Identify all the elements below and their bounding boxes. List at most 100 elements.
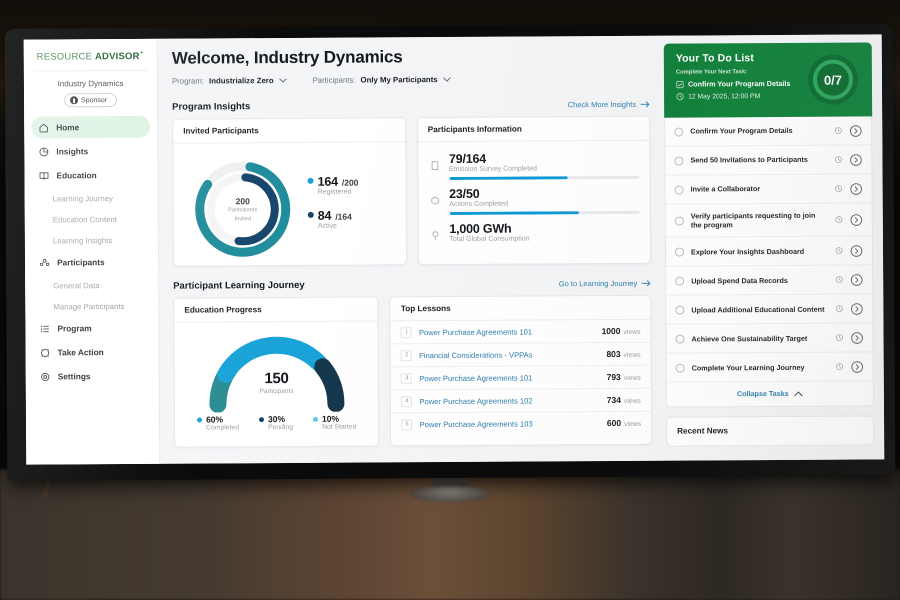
sidebar-item-program[interactable]: Program <box>32 317 151 340</box>
sidebar-subitem-learning-insights[interactable]: Learning Insights <box>32 230 151 252</box>
info-value: 23/50 <box>449 186 480 202</box>
gauge-legend-item: 60% Completed <box>197 414 239 431</box>
chevron-right-button-icon[interactable] <box>850 302 863 315</box>
filter-program[interactable]: Program: Industrialize Zero <box>172 76 287 86</box>
coin-icon <box>69 96 79 105</box>
learning-journey-section: Participant Learning Journey Go to Learn… <box>173 278 653 448</box>
table-row[interactable]: 1 Power Purchase Agreements 101 1000 views <box>390 319 651 345</box>
todo-checkbox[interactable] <box>675 363 685 373</box>
lesson-title-link[interactable]: Power Purchase Agreements 102 <box>419 395 533 406</box>
todo-item[interactable]: Achieve One Sustainability Target <box>666 323 873 355</box>
arrow-right-icon <box>640 101 650 108</box>
sidebar-item-insights[interactable]: Insights <box>31 140 150 163</box>
todo-item-label: Confirm Your Program Details <box>690 126 793 136</box>
todo-checkbox[interactable] <box>675 276 685 286</box>
todo-item-label: Send 50 Invitations to Participants <box>690 154 808 165</box>
todo-checkbox[interactable] <box>674 185 684 195</box>
sidebar-item-participants[interactable]: Participants <box>32 251 151 274</box>
check-more-insights-link[interactable]: Check More Insights <box>567 99 650 110</box>
collapse-tasks-label: Collapse Tasks <box>736 389 789 399</box>
check-more-insights-label: Check More Insights <box>567 99 637 110</box>
chevron-right-button-icon[interactable] <box>851 360 864 373</box>
todo-item[interactable]: Verify participants requesting to join t… <box>665 203 872 239</box>
gauge-legend-percent: 60% <box>206 414 224 425</box>
card-education-title: Education Progress <box>174 297 378 323</box>
lesson-title-link[interactable]: Financial Considerations - VPPAs <box>419 349 533 360</box>
sidebar-item-label: Participants <box>57 257 105 268</box>
info-caption: Total Global Consumption <box>449 235 530 244</box>
todo-checkbox[interactable] <box>675 305 685 315</box>
legend-dot-active <box>307 211 314 218</box>
chevron-down-icon <box>278 78 287 83</box>
logo-word-1: RESOURCE <box>36 51 93 63</box>
table-row[interactable]: 4 Power Purchase Agreements 102 734 views <box>391 388 651 414</box>
chevron-right-button-icon[interactable] <box>850 244 863 257</box>
sidebar-item-settings[interactable]: Settings <box>33 365 152 388</box>
todo-item[interactable]: Send 50 Invitations to Participants <box>665 145 872 176</box>
todo-checkbox[interactable] <box>675 334 685 344</box>
lesson-views-label: views <box>623 328 641 336</box>
chevron-right-button-icon[interactable] <box>850 273 863 286</box>
card-top-lessons: Top Lessons 1 Power Purchase Agreements 1… <box>389 294 653 447</box>
lesson-title-link[interactable]: Power Purchase Agreements 101 <box>418 326 533 337</box>
table-row[interactable]: 5 Power Purchase Agreements 103 600 views <box>391 412 651 436</box>
sidebar-item-home[interactable]: Home <box>31 115 151 139</box>
todo-item[interactable]: Upload Spend Data Records <box>666 265 873 297</box>
sidebar-item-education[interactable]: Education <box>31 164 150 187</box>
sidebar: RESOURCE ADVISOR+ Industry Dynamics Spon… <box>23 38 161 465</box>
collapse-tasks-button[interactable]: Collapse Tasks <box>667 382 873 407</box>
todo-item[interactable]: Upload Additional Educational Content <box>666 294 873 326</box>
legend-active-caption: Active <box>317 222 337 230</box>
progress-bar <box>449 210 640 216</box>
sidebar-subitem-manage-participants[interactable]: Manage Participants <box>32 296 151 318</box>
todo-checkbox[interactable] <box>674 156 684 166</box>
go-to-learning-journey-link[interactable]: Go to Learning Journey <box>559 279 651 288</box>
chevron-right-button-icon[interactable] <box>850 182 863 195</box>
main-area: Welcome, Industry Dynamics Program: Indu… <box>158 34 885 463</box>
sidebar-item-label: Home <box>56 122 80 133</box>
chevron-right-button-icon[interactable] <box>850 331 863 344</box>
lesson-title-link[interactable]: Power Purchase Agreements 101 <box>419 372 533 383</box>
chevron-right-button-icon[interactable] <box>849 153 862 166</box>
todo-item-label: Upload Spend Data Records <box>691 275 788 286</box>
logo-superscript: + <box>139 49 144 57</box>
info-row: 1,000 GWh Total Global Consumption <box>428 221 640 247</box>
todo-checkbox[interactable] <box>674 247 685 257</box>
gauge-value: 150 <box>264 369 289 388</box>
sidebar-item-take-action[interactable]: Take Action <box>33 341 152 364</box>
card-invited-title: Invited Participants <box>173 118 405 144</box>
gauge-legend-dot <box>258 416 265 422</box>
todo-item[interactable]: Confirm Your Program Details <box>665 116 872 147</box>
action-small-icon <box>428 187 441 215</box>
sidebar-subitem-general-data[interactable]: General Data <box>32 275 151 297</box>
clock-icon <box>834 127 842 135</box>
todo-item[interactable]: Complete Your Learning Journey <box>666 352 873 384</box>
filter-participants[interactable]: Participants: Only My Participants <box>313 75 451 85</box>
chevron-right-button-icon[interactable] <box>849 124 862 137</box>
sidebar-subitem-education-content[interactable]: Education Content <box>32 209 151 231</box>
todo-item[interactable]: Invite a Collaborator <box>665 174 872 205</box>
lesson-rank: 3 <box>401 372 413 384</box>
sponsor-badge[interactable]: Sponsor <box>63 93 118 108</box>
todo-checkbox[interactable] <box>674 216 684 226</box>
table-row[interactable]: 2 Financial Considerations - VPPAs 803 view… <box>391 342 651 368</box>
clock-icon <box>835 156 842 164</box>
sidebar-subitem-learning-journey[interactable]: Learning Journey <box>32 188 151 210</box>
donut-legend: 164 /200 Registered <box>302 174 396 243</box>
donut-center-value: 200 <box>235 196 250 207</box>
lesson-title-link[interactable]: Power Purchase Agreements 103 <box>419 418 533 429</box>
table-row[interactable]: 3 Power Purchase Agreements 101 793 views <box>391 365 651 391</box>
gauge-legend-percent: 10% <box>322 413 340 424</box>
todo-item[interactable]: Explore Your Insights Dashboard <box>665 236 873 268</box>
lesson-views-count: 793 <box>606 371 621 383</box>
filter-program-label: Program: <box>171 76 205 86</box>
app-logo: RESOURCE ADVISOR+ <box>24 48 157 71</box>
home-icon <box>38 122 49 133</box>
todo-checkbox[interactable] <box>674 127 684 137</box>
book-icon <box>38 170 49 181</box>
todo-next-task-label: Confirm Your Program Details <box>687 78 791 89</box>
clock-icon <box>836 334 843 342</box>
chevron-right-button-icon[interactable] <box>850 213 863 226</box>
card-education-progress: Education Progress <box>173 296 380 448</box>
insights-icon <box>38 146 49 157</box>
